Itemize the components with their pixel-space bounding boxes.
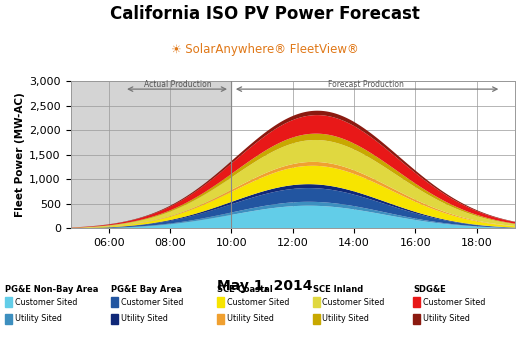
- Text: Utility Sited: Utility Sited: [15, 314, 61, 323]
- Text: PG&E Non-Bay Area: PG&E Non-Bay Area: [5, 285, 99, 294]
- Text: Actual Production: Actual Production: [144, 80, 211, 89]
- Text: Utility Sited: Utility Sited: [121, 314, 167, 323]
- Text: SCE Coastal: SCE Coastal: [217, 285, 273, 294]
- Y-axis label: Fleet Power (MW-AC): Fleet Power (MW-AC): [15, 92, 25, 217]
- Text: May 1, 2014: May 1, 2014: [217, 279, 313, 292]
- Text: SCE Inland: SCE Inland: [313, 285, 363, 294]
- Text: Customer Sited: Customer Sited: [322, 298, 385, 307]
- Text: Utility Sited: Utility Sited: [322, 314, 369, 323]
- Text: Customer Sited: Customer Sited: [15, 298, 77, 307]
- Text: Customer Sited: Customer Sited: [121, 298, 183, 307]
- Text: California ISO PV Power Forecast: California ISO PV Power Forecast: [110, 5, 420, 23]
- Text: Forecast Production: Forecast Production: [329, 80, 404, 89]
- Bar: [70, 81, 232, 228]
- Text: Customer Sited: Customer Sited: [227, 298, 289, 307]
- Text: SDG&E: SDG&E: [413, 285, 446, 294]
- Text: Utility Sited: Utility Sited: [227, 314, 273, 323]
- Text: PG&E Bay Area: PG&E Bay Area: [111, 285, 182, 294]
- Text: Utility Sited: Utility Sited: [423, 314, 470, 323]
- Text: Customer Sited: Customer Sited: [423, 298, 485, 307]
- Text: ☀ SolarAnywhere® FleetView®: ☀ SolarAnywhere® FleetView®: [171, 43, 359, 56]
